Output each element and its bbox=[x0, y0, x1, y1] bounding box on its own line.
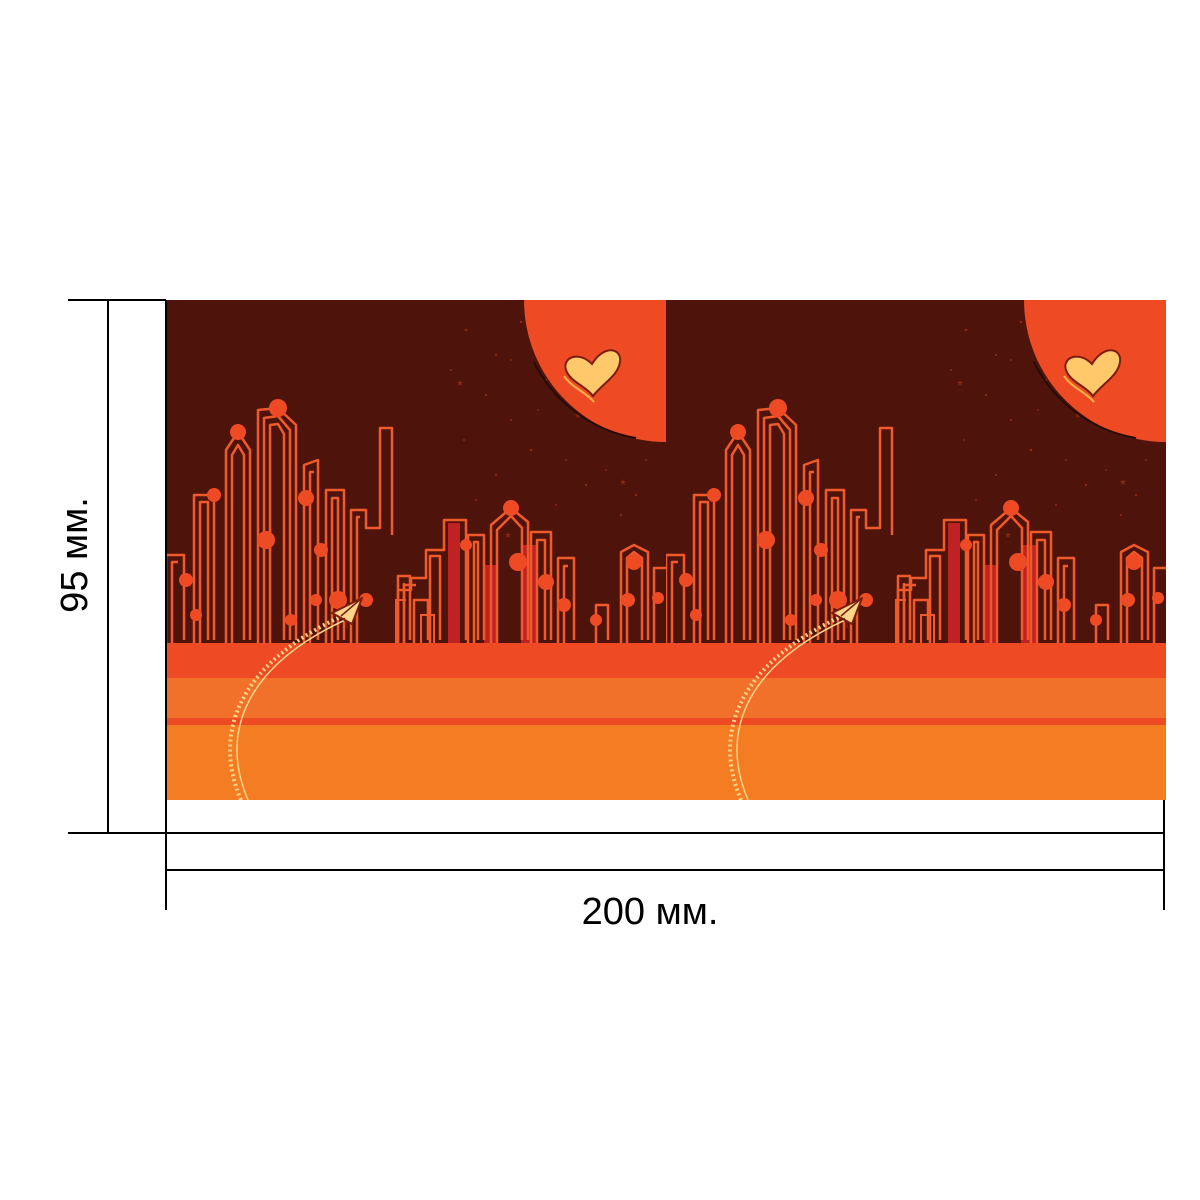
height-dimension-label: 95 мм. bbox=[54, 497, 96, 613]
width-dimension-label: 200 мм. bbox=[581, 891, 719, 933]
print-area bbox=[166, 300, 666, 800]
panel-right bbox=[664, 300, 666, 800]
dimension-lines bbox=[68, 299, 1165, 910]
